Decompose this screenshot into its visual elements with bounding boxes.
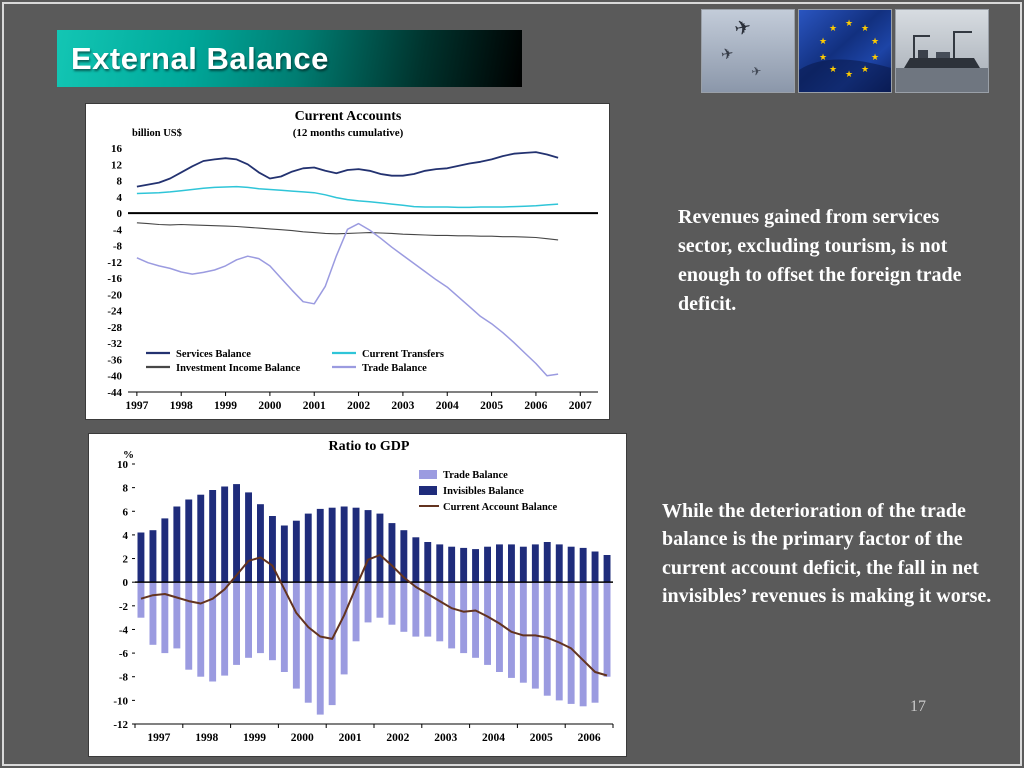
- svg-text:✈: ✈: [720, 46, 735, 64]
- svg-text:-32: -32: [107, 338, 122, 350]
- svg-text:billion US$: billion US$: [132, 128, 182, 139]
- svg-text:-4: -4: [113, 224, 123, 236]
- ship-icon: [896, 10, 988, 92]
- svg-text:2006: 2006: [578, 732, 601, 744]
- svg-text:8: 8: [123, 483, 129, 495]
- svg-text:0: 0: [117, 208, 123, 220]
- svg-text:16: 16: [111, 143, 123, 155]
- cargo-ship-photo: [895, 9, 989, 93]
- svg-text:2000: 2000: [291, 732, 314, 744]
- svg-text:2005: 2005: [530, 732, 553, 744]
- svg-text:1999: 1999: [243, 732, 266, 744]
- eu-flag-icon: ★ ★★ ★★★ ★★★ ★: [799, 10, 891, 92]
- svg-text:-2: -2: [119, 601, 129, 613]
- text-block-services: Revenues gained from services sector, ex…: [678, 206, 962, 315]
- svg-text:(12 months cumulative): (12 months cumulative): [293, 127, 404, 139]
- svg-text:2003: 2003: [434, 732, 457, 744]
- svg-text:%: %: [123, 449, 134, 461]
- svg-text:Services Balance: Services Balance: [176, 349, 251, 360]
- airplanes-icon: ✈ ✈ ✈: [702, 10, 794, 92]
- current-accounts-svg: Current Accounts (12 months cumulative) bi…: [107, 109, 598, 412]
- svg-text:★: ★: [829, 23, 837, 33]
- svg-text:2004: 2004: [436, 400, 459, 412]
- airplanes-photo: ✈ ✈ ✈: [701, 9, 795, 93]
- svg-text:0: 0: [123, 577, 129, 589]
- svg-text:2000: 2000: [258, 400, 281, 412]
- svg-text:Current Accounts: Current Accounts: [295, 109, 402, 124]
- svg-text:Invisibles Balance: Invisibles Balance: [443, 486, 524, 497]
- svg-text:-4: -4: [119, 624, 129, 636]
- text-block-trade: While the deterioration of the trade bal…: [662, 500, 992, 608]
- svg-text:2005: 2005: [480, 400, 503, 412]
- photo-strip: ✈ ✈ ✈ ★ ★ ★ ★ ★ ★ ★ ★ ★ ★: [701, 9, 989, 93]
- svg-text:-40: -40: [107, 371, 122, 383]
- svg-text:-6: -6: [119, 648, 129, 660]
- title-banner: External Balance: [57, 30, 522, 87]
- svg-text:1997: 1997: [125, 400, 148, 412]
- ratio-to-gdp-svg: Ratio to GDP%10 8 6 4 2 0 -2 -4 -6 -8 -10 -12 1997 19…: [113, 439, 614, 744]
- svg-text:2004: 2004: [482, 732, 505, 744]
- svg-text:10: 10: [117, 459, 129, 471]
- svg-text:8: 8: [117, 176, 123, 188]
- svg-text:✈: ✈: [750, 64, 762, 79]
- svg-text:1997: 1997: [147, 732, 170, 744]
- svg-text:Investment Income Balance: Investment Income Balance: [176, 363, 301, 374]
- ratio-to-gdp-chart: Ratio to GDP% 10 8 6 4 2 0 -2 -4 -6 -8 -10 -12 1997 19…: [88, 433, 627, 757]
- svg-text:-44: -44: [107, 387, 122, 399]
- svg-text:★: ★: [871, 52, 879, 62]
- svg-text:Current Transfers: Current Transfers: [362, 349, 444, 360]
- svg-text:★: ★: [871, 36, 879, 46]
- svg-text:-20: -20: [107, 289, 122, 301]
- svg-text:Trade Balance: Trade Balance: [362, 363, 427, 374]
- svg-text:1998: 1998: [195, 732, 218, 744]
- svg-text:-24: -24: [107, 306, 122, 318]
- eu-flag-photo: ★ ★ ★ ★ ★ ★ ★ ★ ★ ★: [798, 9, 892, 93]
- svg-text:✈: ✈: [732, 16, 753, 41]
- svg-text:Ratio to GDP: Ratio to GDP: [329, 439, 410, 454]
- svg-text:Current Account Balance: Current Account Balance: [443, 502, 557, 513]
- svg-text:2006: 2006: [524, 400, 547, 412]
- page-number: 17: [910, 698, 926, 715]
- svg-text:2: 2: [123, 554, 129, 566]
- svg-text:★: ★: [845, 18, 853, 28]
- svg-text:-12: -12: [107, 257, 122, 269]
- current-accounts-chart: Current Accounts (12 months cumulative) bi…: [85, 103, 610, 420]
- svg-text:1999: 1999: [214, 400, 237, 412]
- svg-text:★: ★: [845, 69, 853, 79]
- svg-text:-16: -16: [107, 273, 122, 285]
- svg-text:4: 4: [117, 192, 123, 204]
- svg-text:2002: 2002: [347, 400, 370, 412]
- slide-title: External Balance: [71, 40, 329, 76]
- svg-text:★: ★: [861, 64, 869, 74]
- svg-text:12: 12: [111, 159, 123, 171]
- svg-text:-36: -36: [107, 354, 122, 366]
- svg-text:-8: -8: [119, 672, 129, 684]
- svg-text:2001: 2001: [303, 400, 326, 412]
- svg-text:-12: -12: [113, 719, 128, 731]
- svg-text:-8: -8: [113, 241, 123, 253]
- svg-text:-28: -28: [107, 322, 122, 334]
- svg-text:★: ★: [819, 52, 827, 62]
- svg-text:2003: 2003: [391, 400, 414, 412]
- svg-text:6: 6: [123, 506, 129, 518]
- svg-text:2001: 2001: [339, 732, 362, 744]
- svg-text:★: ★: [819, 36, 827, 46]
- svg-text:2002: 2002: [386, 732, 409, 744]
- svg-text:-10: -10: [113, 695, 128, 707]
- svg-text:★: ★: [829, 64, 837, 74]
- svg-text:Trade Balance: Trade Balance: [443, 470, 508, 481]
- svg-text:4: 4: [123, 530, 129, 542]
- svg-text:★: ★: [861, 23, 869, 33]
- svg-text:1998: 1998: [170, 400, 193, 412]
- svg-text:2007: 2007: [569, 400, 592, 412]
